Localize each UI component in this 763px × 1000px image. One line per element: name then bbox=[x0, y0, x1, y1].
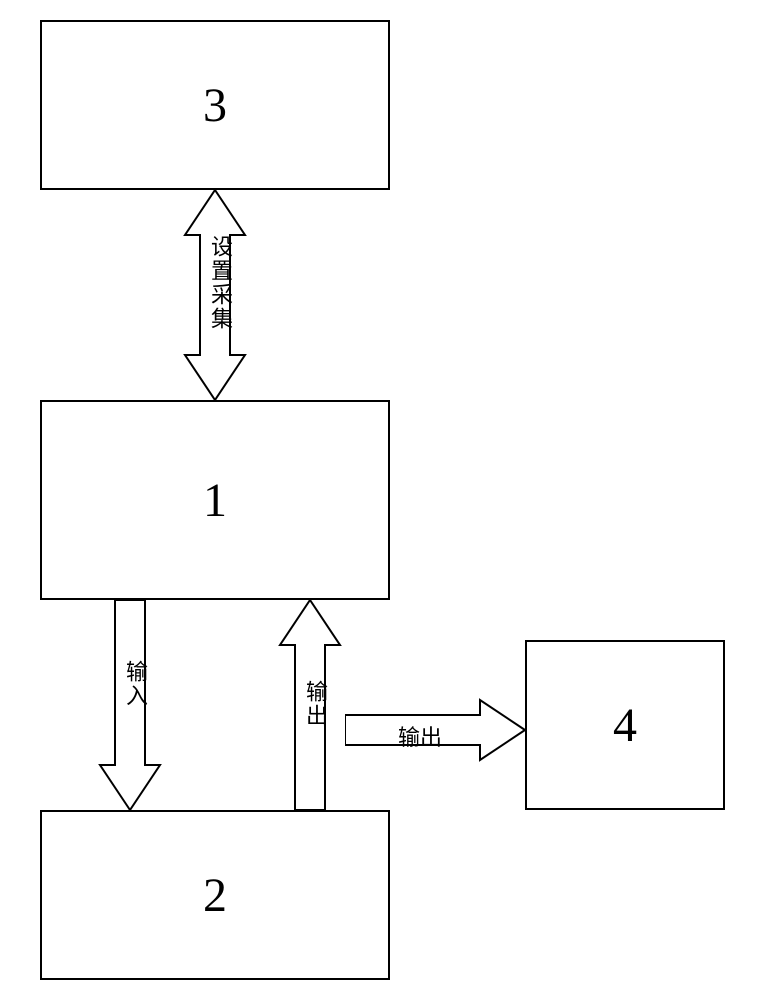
node-label-1: 1 bbox=[203, 473, 227, 528]
arrow-label-2-1-out: 输出 bbox=[299, 680, 331, 728]
node-box-3: 3 bbox=[40, 20, 390, 190]
arrow-label-1-2-in: 输入 bbox=[119, 660, 151, 708]
node-box-4: 4 bbox=[525, 640, 725, 810]
node-label-3: 3 bbox=[203, 78, 227, 133]
arrow-label-3-1: 设置采集 bbox=[204, 235, 236, 331]
node-box-2: 2 bbox=[40, 810, 390, 980]
arrow-label-to-4-out: 输出 bbox=[398, 720, 442, 752]
node-label-2: 2 bbox=[203, 868, 227, 923]
node-label-4: 4 bbox=[613, 698, 637, 753]
node-box-1: 1 bbox=[40, 400, 390, 600]
